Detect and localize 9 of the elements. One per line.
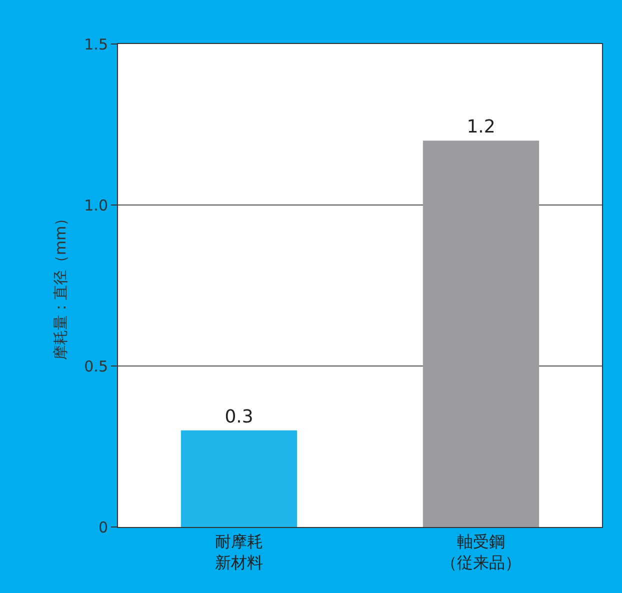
x-tick-label: 耐摩耗新材料 (215, 532, 263, 572)
y-tick-label: 0.5 (84, 357, 108, 376)
y-tick-label: 1.5 (84, 35, 108, 54)
y-axis-title: 摩耗量：直径（mm） (51, 210, 70, 360)
y-tick-label: 1.0 (84, 196, 108, 214)
data-label: 0.3 (224, 406, 254, 428)
x-tick-label: 軸受鋼（従来品） (441, 532, 521, 572)
y-tick-label: 0 (98, 518, 108, 536)
data-label: 1.2 (466, 116, 496, 138)
